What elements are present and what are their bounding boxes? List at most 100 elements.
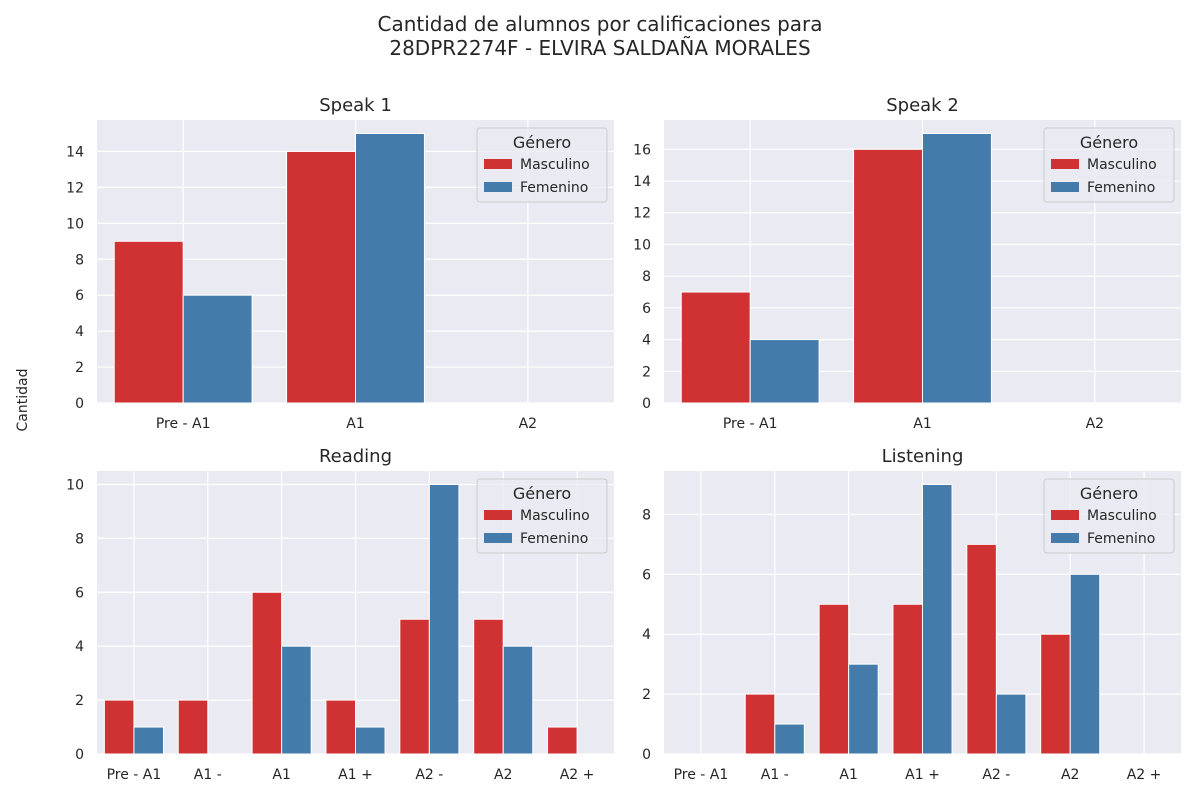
legend-label: Masculino: [1087, 157, 1157, 173]
legend-swatch: [484, 510, 512, 520]
figure-title: Cantidad de alumnos por calificaciones p…: [377, 12, 823, 60]
bar-femenino: [774, 723, 805, 755]
legend-swatch: [484, 533, 512, 543]
bar-masculino: [853, 148, 923, 404]
chart-panel: 0 2 4 6 8 10 12 14 16 Pre - A1 A1 A2 Speak 2 Género Ma…: [633, 95, 1181, 432]
y-tick-label: 10: [66, 216, 84, 232]
legend-label: Femenino: [1087, 180, 1155, 196]
bar-femenino: [749, 339, 820, 404]
x-tick-label: A1 -: [761, 767, 789, 783]
bar-femenino: [355, 132, 425, 404]
y-tick-label: 4: [75, 639, 84, 655]
bar-femenino: [502, 645, 534, 755]
panel-title: Listening: [882, 446, 964, 467]
bar-masculino: [473, 618, 504, 755]
bar-masculino: [818, 603, 850, 755]
bar-femenino: [922, 483, 953, 755]
bar-masculino: [680, 291, 751, 404]
bar-masculino: [251, 591, 283, 755]
y-tick-label: 2: [642, 364, 651, 380]
y-tick-label: 0: [642, 747, 651, 763]
x-tick-label: A2 +: [560, 767, 595, 783]
legend-label: Masculino: [520, 157, 590, 173]
legend-swatch: [1051, 159, 1079, 169]
y-tick-label: 14: [633, 174, 651, 190]
legend-swatch: [484, 182, 512, 192]
y-tick-label: 8: [75, 531, 84, 547]
bar-masculino: [113, 240, 184, 404]
x-tick-label: A1 -: [194, 767, 222, 783]
legend-title: Género: [1080, 484, 1138, 503]
legend-swatch: [1051, 510, 1079, 520]
bar-masculino: [103, 699, 135, 755]
y-tick-label: 6: [75, 288, 84, 304]
panel-title: Speak 2: [886, 95, 959, 116]
y-tick-label: 6: [642, 567, 651, 583]
bar-femenino: [182, 294, 253, 404]
bar-femenino: [1069, 573, 1101, 755]
y-tick-label: 8: [642, 269, 651, 285]
bar-masculino: [177, 699, 209, 755]
y-tick-label: 6: [75, 585, 84, 601]
bar-femenino: [922, 132, 992, 404]
x-tick-label: A2 -: [982, 767, 1010, 783]
legend-label: Femenino: [520, 531, 588, 547]
x-tick-label: A1: [346, 416, 364, 432]
x-tick-label: Pre - A1: [723, 416, 778, 432]
y-tick-label: 2: [75, 360, 84, 376]
legend-swatch: [484, 159, 512, 169]
legend-title: Género: [513, 133, 571, 152]
x-tick-label: Pre - A1: [156, 416, 211, 432]
x-tick-label: A1 +: [905, 767, 940, 783]
x-tick-label: Pre - A1: [674, 767, 729, 783]
y-tick-label: 6: [642, 301, 651, 317]
bar-femenino: [848, 663, 879, 755]
panel-title: Reading: [319, 446, 392, 467]
bar-masculino: [1040, 633, 1071, 755]
bar-femenino: [995, 693, 1027, 755]
chart-panel: 0 2 4 6 8 10 Pre - A1 A1 - A1 A1 + A2 - A2 A2 + Readi…: [66, 446, 614, 783]
bar-femenino: [355, 726, 386, 755]
bar-masculino: [286, 150, 357, 404]
bar-femenino: [428, 483, 460, 755]
x-tick-label: A1: [272, 767, 290, 783]
y-tick-label: 4: [642, 627, 651, 643]
y-tick-label: 2: [75, 693, 84, 709]
x-tick-label: A1 +: [338, 767, 373, 783]
legend-label: Masculino: [1087, 508, 1157, 524]
legend-title: Género: [1080, 133, 1138, 152]
y-tick-label: 12: [633, 206, 651, 222]
bar-masculino: [966, 543, 997, 755]
legend-swatch: [1051, 533, 1079, 543]
legend-swatch: [1051, 182, 1079, 192]
legend-label: Femenino: [520, 180, 588, 196]
bar-femenino: [133, 726, 164, 755]
bar-masculino: [325, 699, 357, 755]
y-tick-label: 10: [633, 237, 651, 253]
legend-label: Femenino: [1087, 531, 1155, 547]
bar-femenino: [281, 645, 312, 755]
x-tick-label: A2: [519, 416, 537, 432]
y-tick-label: 0: [75, 396, 84, 412]
y-tick-label: 16: [633, 142, 651, 158]
y-tick-label: 4: [642, 333, 651, 349]
y-tick-label: 12: [66, 180, 84, 196]
x-tick-label: A1: [913, 416, 931, 432]
x-tick-label: A2 -: [415, 767, 443, 783]
bar-masculino: [892, 603, 924, 755]
x-tick-label: A2: [1086, 416, 1104, 432]
bar-masculino: [399, 618, 430, 755]
x-tick-label: A1: [839, 767, 857, 783]
y-tick-label: 4: [75, 324, 84, 340]
bar-masculino: [547, 726, 578, 755]
y-tick-label: 14: [66, 144, 84, 160]
legend-label: Masculino: [520, 508, 590, 524]
y-tick-label: 8: [642, 507, 651, 523]
chart-panel: 0 2 4 6 8 10 12 14 Pre - A1 A1 A2 Speak 1 Género Masc…: [66, 95, 614, 432]
x-tick-label: A2: [1061, 767, 1079, 783]
y-tick-label: 0: [642, 396, 651, 412]
y-tick-label: 8: [75, 252, 84, 268]
x-tick-label: Pre - A1: [107, 767, 162, 783]
panel-title: Speak 1: [319, 95, 392, 116]
